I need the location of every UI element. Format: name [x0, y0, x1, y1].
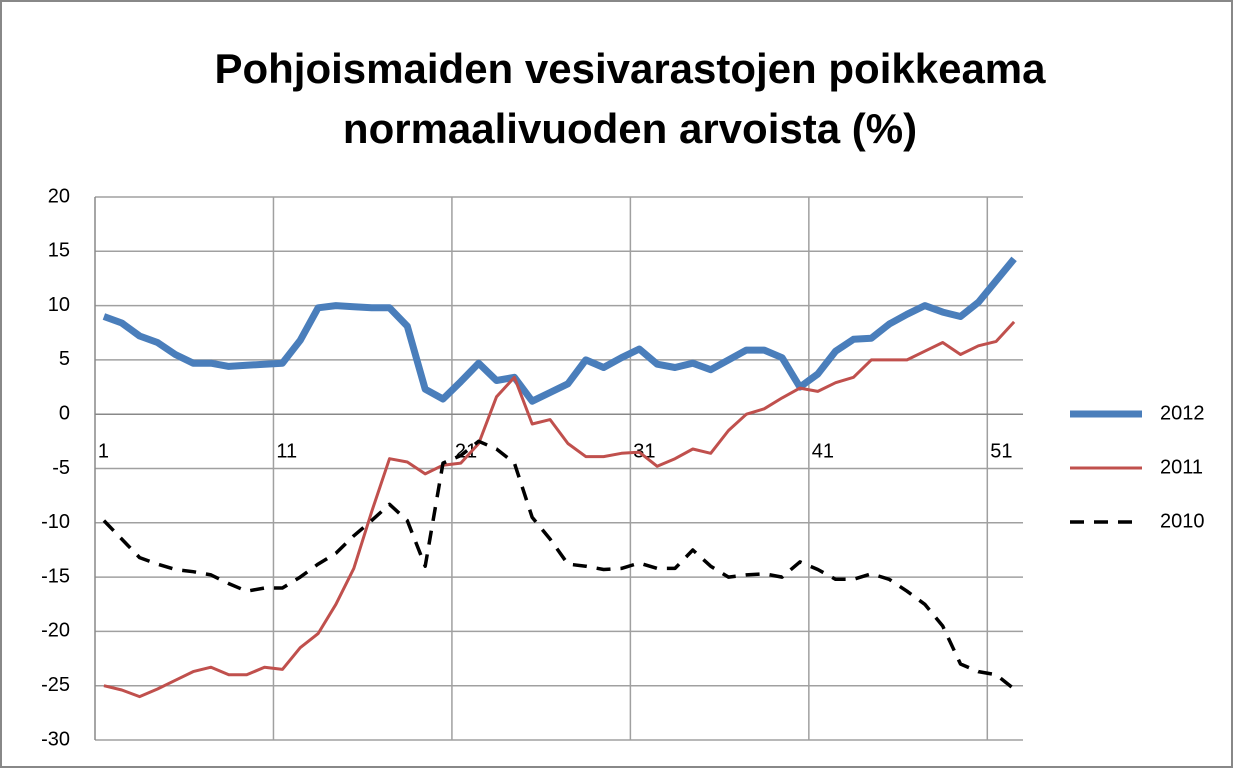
y-tick-label: -20	[41, 620, 70, 642]
x-tick-label: 51	[990, 440, 1012, 462]
legend-label: 2010	[1160, 510, 1205, 532]
series-line	[103, 320, 1016, 699]
y-tick-label: -5	[52, 457, 70, 479]
y-tick-label: -10	[41, 511, 70, 533]
y-tick-label: 0	[59, 402, 70, 424]
chart-title: normaalivuoden arvoista (%)	[343, 105, 917, 152]
y-tick-label: 5	[59, 348, 70, 370]
y-tick-label: -30	[41, 728, 70, 750]
x-tick-label: 41	[812, 440, 834, 462]
x-tick-label: 31	[633, 440, 655, 462]
chart-title: Pohjoismaiden vesivarastojen poikkeama	[214, 45, 1046, 92]
y-tick-label: -25	[41, 674, 70, 696]
x-tick-label: 1	[98, 440, 109, 462]
x-tick-label: 11	[276, 440, 297, 462]
y-tick-label: 15	[48, 240, 70, 262]
y-tick-label: 20	[48, 185, 70, 207]
series-line	[102, 256, 1017, 405]
y-tick-label: -15	[41, 565, 70, 587]
y-tick-label: 10	[48, 294, 70, 316]
legend-label: 2011	[1160, 456, 1203, 478]
series-line	[102, 439, 1016, 691]
legend-label: 2012	[1160, 402, 1205, 424]
